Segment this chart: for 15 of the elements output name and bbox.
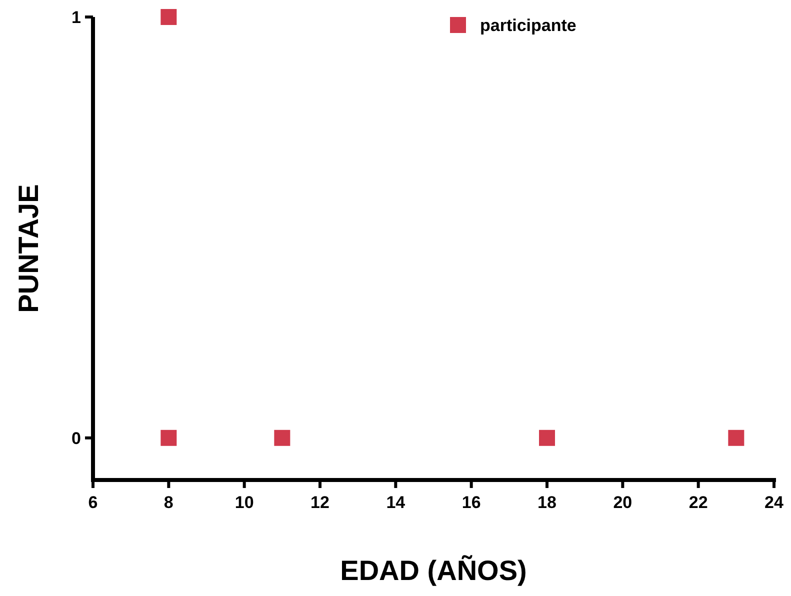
y-tick-label: 0 [72,428,81,448]
x-tick-label: 8 [164,493,174,512]
x-tick-label: 16 [462,493,481,512]
x-tick-label: 24 [764,493,784,512]
y-axis-title: PUNTAJE [13,184,44,313]
x-tick-label: 6 [88,493,98,512]
legend-label: participante [480,16,576,35]
x-tick-label: 22 [688,493,708,512]
x-tick-label: 14 [386,493,406,512]
y-tick-label: 1 [72,8,81,27]
x-tick-label: 18 [538,493,556,512]
x-axis-title: EDAD (AÑOS) [340,555,527,586]
x-tick-label: 10 [234,493,254,512]
x-tick-label: 12 [310,493,330,512]
x-tick-label: 20 [613,493,632,512]
